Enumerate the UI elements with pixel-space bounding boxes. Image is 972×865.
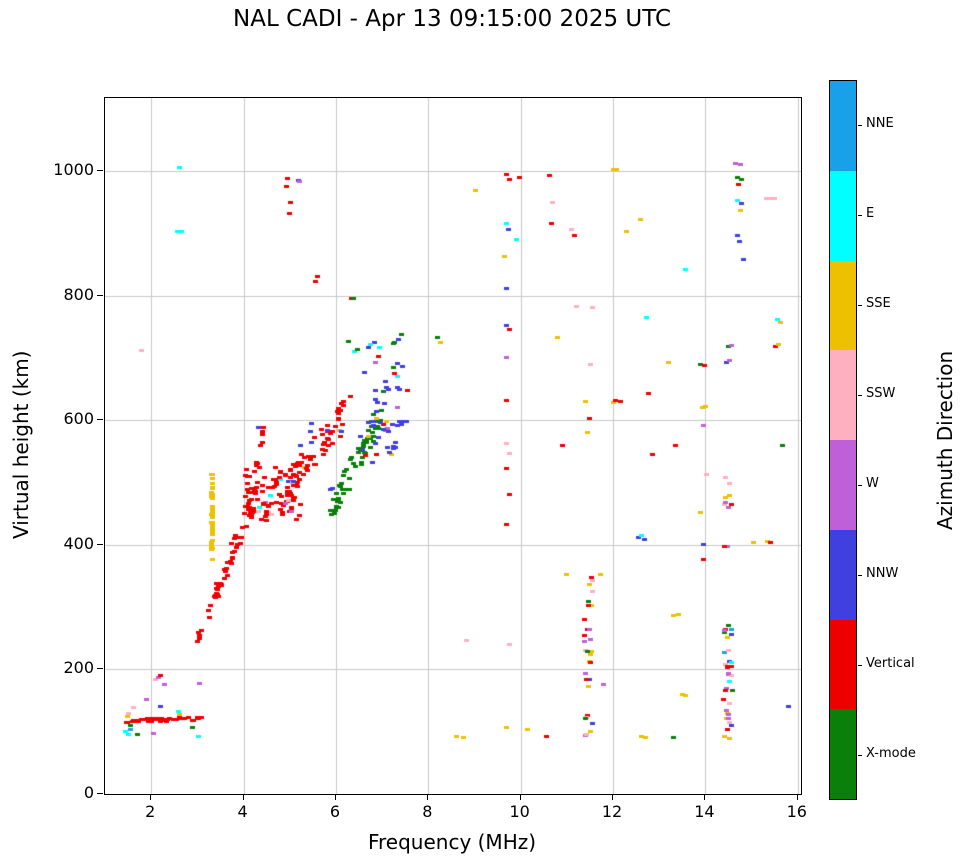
y-tick-label: 200 <box>63 658 94 678</box>
x-tick <box>334 794 336 800</box>
y-tick <box>97 543 103 545</box>
y-axis-label: Virtual height (km) <box>9 350 33 540</box>
colorbar-tick <box>858 664 862 666</box>
x-tick-label: 8 <box>422 802 433 821</box>
y-tick <box>97 294 103 296</box>
y-tick <box>97 419 103 421</box>
x-tick <box>519 794 521 800</box>
y-tick-label: 400 <box>63 533 94 553</box>
y-tick-label: 1000 <box>53 159 94 179</box>
chart-title: NAL CADI - Apr 13 09:15:00 2025 UTC <box>233 6 671 32</box>
x-tick <box>242 794 244 800</box>
colorbar-label-sse: SSE <box>866 296 891 311</box>
colorbar-segment-w <box>830 440 856 530</box>
x-axis-label: Frequency (MHz) <box>367 830 537 854</box>
colorbar-tick <box>858 124 862 126</box>
x-tick-label: 2 <box>145 802 156 821</box>
colorbar-segment-nnw <box>830 529 856 620</box>
ionogram-plot-canvas <box>105 98 801 794</box>
y-tick-label: 600 <box>63 409 94 429</box>
x-tick-label: 12 <box>601 802 623 821</box>
colorbar-tick <box>858 574 862 576</box>
colorbar-tick <box>858 484 862 486</box>
x-tick <box>796 794 798 800</box>
plot-area <box>104 97 802 795</box>
colorbar-tick <box>858 394 862 396</box>
colorbar-label-w: W <box>866 476 879 491</box>
colorbar-segment-e <box>830 170 856 261</box>
x-tick-label: 4 <box>237 802 248 821</box>
x-tick-label: 6 <box>329 802 341 821</box>
x-tick <box>612 794 614 800</box>
colorbar-segment-sse <box>830 260 856 351</box>
y-tick <box>97 793 103 794</box>
x-tick-label: 14 <box>694 802 715 821</box>
colorbar-label-ssw: SSW <box>866 386 896 401</box>
colorbar-label-nnw: NNW <box>866 566 899 581</box>
colorbar-tick <box>858 214 862 216</box>
colorbar-tick <box>858 304 862 306</box>
colorbar-segment-nne <box>830 81 856 171</box>
colorbar-axis-label: Azimuth Direction <box>933 350 957 530</box>
x-tick <box>150 794 152 800</box>
x-tick-label: 10 <box>509 802 530 821</box>
x-tick <box>427 794 429 800</box>
y-tick-label: 800 <box>63 284 94 304</box>
colorbar-segment-vertical <box>830 619 856 710</box>
colorbar-tick <box>858 754 862 756</box>
colorbar-label-e: E <box>866 206 875 221</box>
colorbar-segment-ssw <box>830 350 856 440</box>
x-tick-label: 16 <box>786 802 807 821</box>
x-tick <box>704 794 706 800</box>
y-tick <box>97 668 103 670</box>
colorbar-label-vertical: Vertical <box>866 656 915 671</box>
colorbar-segment-x-mode <box>830 709 856 799</box>
colorbar <box>829 80 857 800</box>
colorbar-labels: NNE E SSE SSW W NNW Vertical X-mode <box>858 80 948 800</box>
colorbar-label-x-mode: X-mode <box>866 746 916 761</box>
y-tick-label: 0 <box>83 783 94 802</box>
y-tick <box>97 169 103 171</box>
colorbar-label-nne: NNE <box>866 116 894 131</box>
